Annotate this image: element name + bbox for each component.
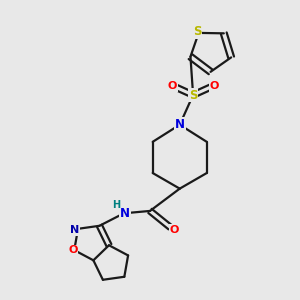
- Text: N: N: [175, 118, 185, 131]
- Text: S: S: [189, 88, 197, 101]
- Text: S: S: [193, 25, 201, 38]
- Text: O: O: [68, 245, 77, 255]
- Text: O: O: [168, 81, 177, 91]
- Text: O: O: [209, 81, 219, 91]
- Text: N: N: [70, 225, 80, 235]
- Text: O: O: [169, 225, 178, 235]
- Text: H: H: [112, 200, 121, 210]
- Text: N: N: [120, 207, 130, 220]
